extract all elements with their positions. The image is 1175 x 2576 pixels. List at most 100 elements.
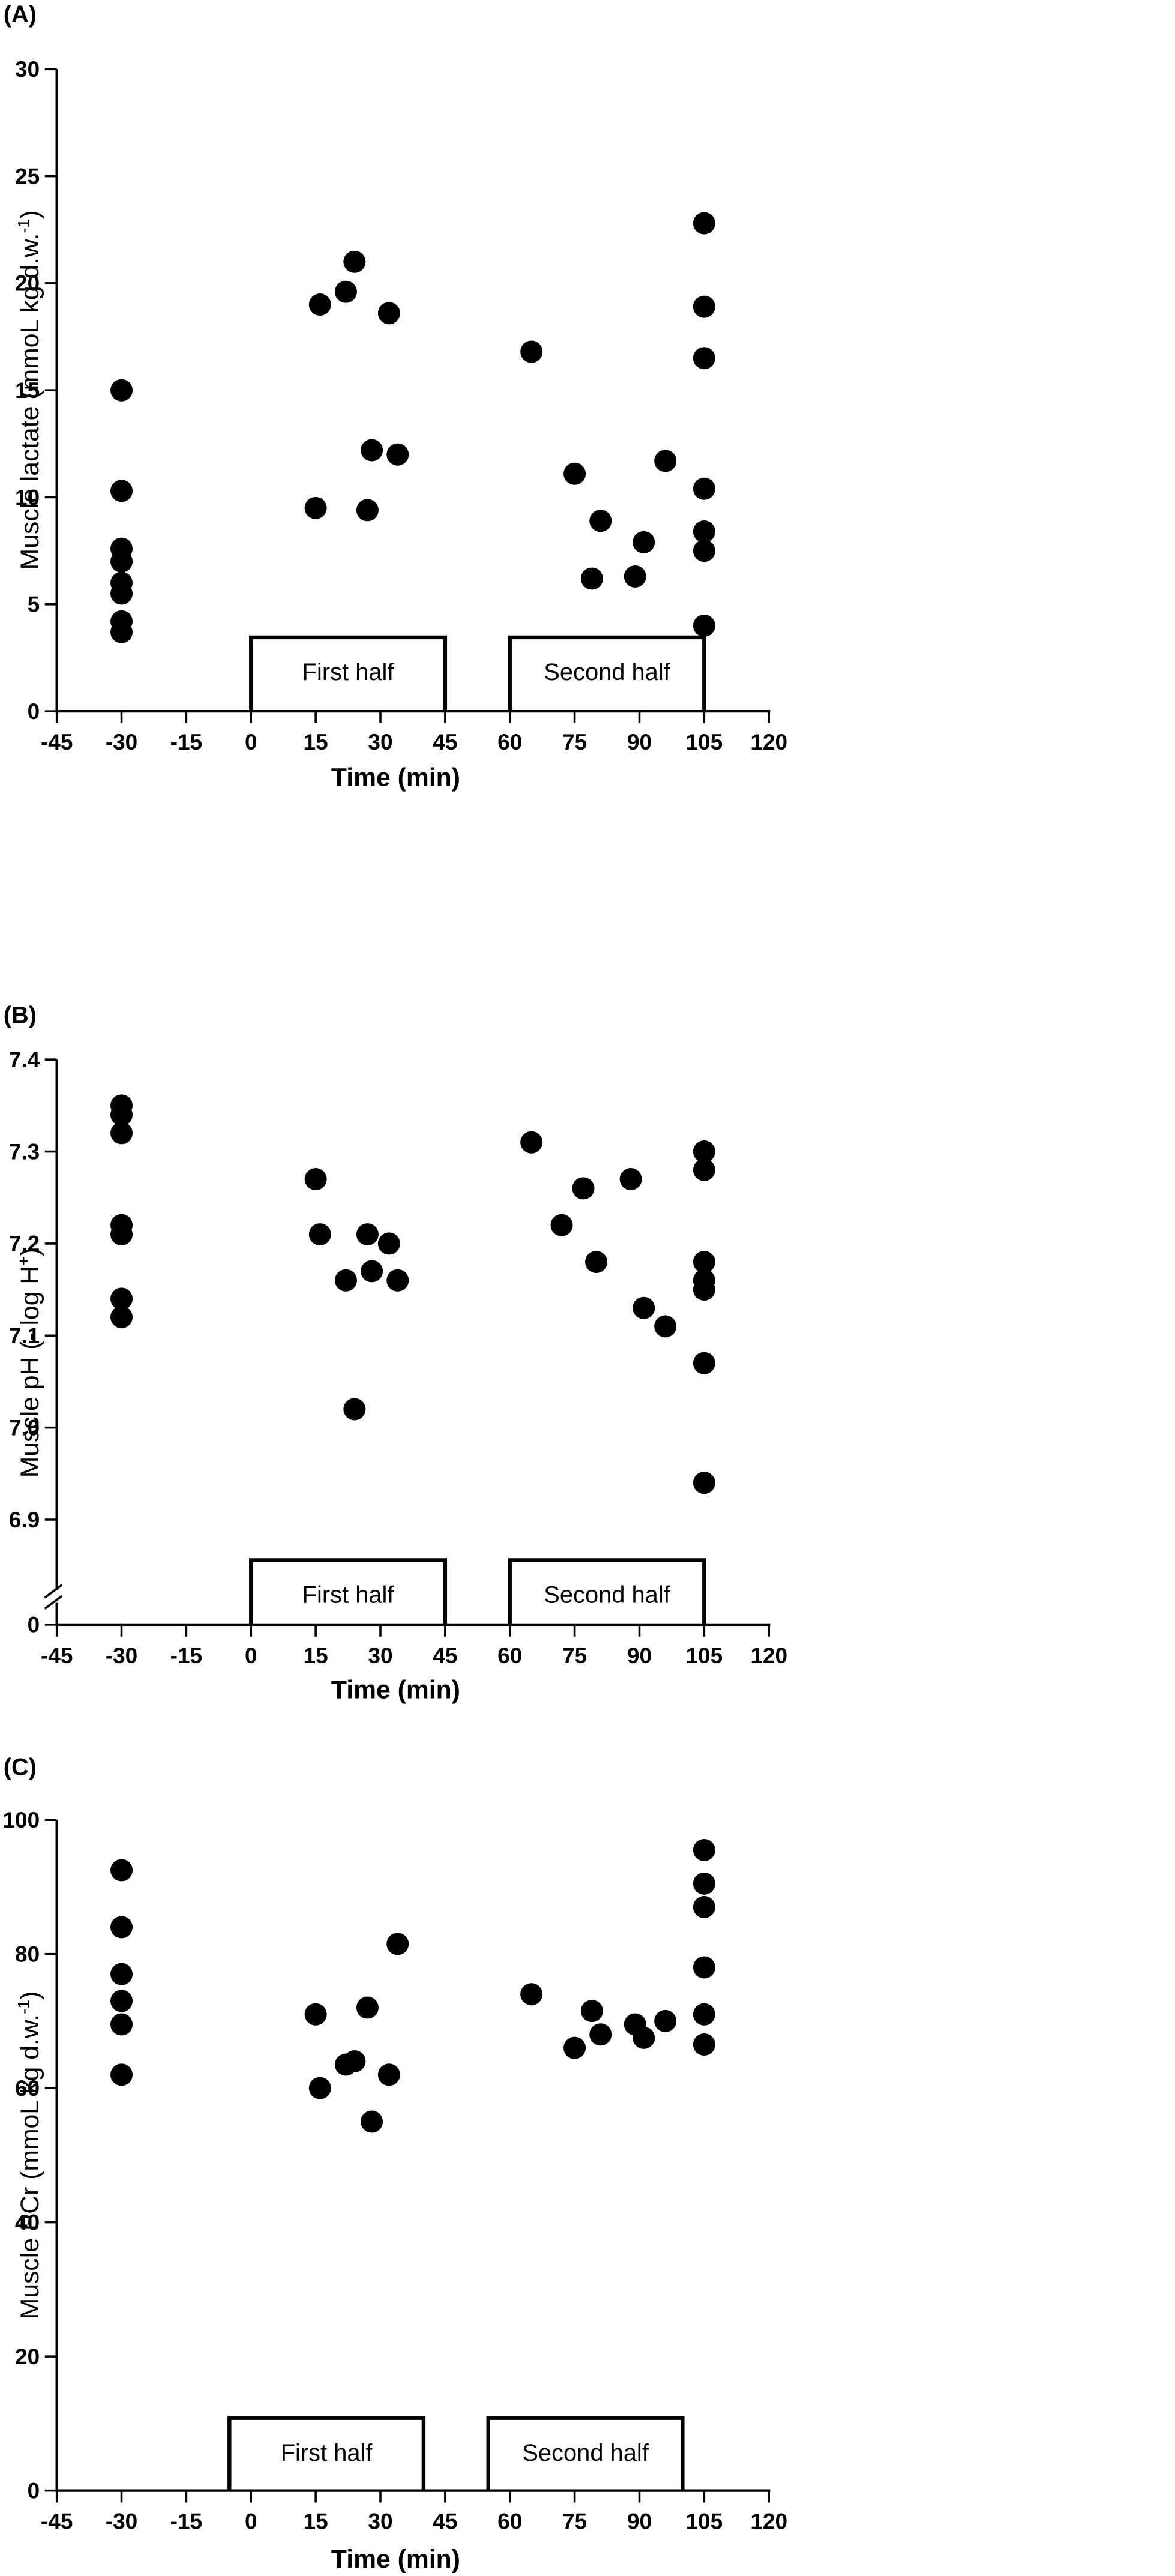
data-point: [654, 2009, 677, 2032]
y-tick-label: 60: [15, 2075, 40, 2101]
data-point: [356, 499, 379, 522]
x-tick-label: 45: [433, 2509, 457, 2534]
data-point: [343, 2050, 366, 2072]
data-point: [110, 1963, 133, 1985]
data-point: [110, 2013, 133, 2036]
data-point: [361, 439, 383, 462]
x-tick-label: 45: [433, 1643, 457, 1668]
y-tick-label: 30: [15, 56, 40, 82]
y-axis-title-close: ): [16, 1991, 44, 2000]
period-label: First half: [302, 659, 395, 685]
axis-break-gap: [52, 1590, 62, 1603]
data-point: [693, 477, 715, 500]
data-point: [110, 621, 133, 643]
data-point: [520, 1983, 543, 2006]
panel-2: (B) -45 -30 -15 0 15 30 45 60 75 90 105 120 7.4 7.3 7.2…: [4, 1002, 787, 1705]
x-tick-label: 120: [750, 1643, 787, 1668]
y-tick-label: 20: [15, 2344, 40, 2369]
data-point: [693, 540, 715, 562]
x-tick-label: 60: [497, 2509, 522, 2534]
x-tick-label: 120: [750, 2509, 787, 2534]
data-point: [334, 1269, 357, 1292]
data-point: [693, 1872, 715, 1895]
data-point: [110, 1287, 133, 1310]
data-point: [377, 302, 400, 325]
data-point: [308, 2077, 331, 2099]
panel-label: (C): [4, 1754, 37, 1780]
x-tick-label: 75: [562, 2509, 587, 2534]
data-point: [693, 1472, 715, 1494]
data-point: [693, 1352, 715, 1374]
data-point: [693, 2033, 715, 2056]
data-point: [304, 496, 327, 519]
y-axis-title-superscript: -1: [14, 2000, 32, 2014]
x-tick-label: 90: [627, 1643, 652, 1668]
data-point: [377, 2063, 400, 2086]
x-axis-title: Time (min): [331, 1675, 460, 1704]
period-label: Second half: [522, 2440, 649, 2466]
data-point: [693, 295, 715, 318]
panel-label: (A): [4, 1, 37, 28]
y-tick-label: 7.0: [9, 1415, 40, 1440]
y-tick-label: 5: [28, 592, 40, 617]
data-point: [589, 2023, 612, 2046]
x-tick-label: -15: [170, 1643, 202, 1668]
x-tick-label: 105: [685, 729, 723, 754]
panel-3: (C) -45 -30 -15 0 15 30 45 60 75 90 105 120 0 20 40 60 80…: [2, 1754, 787, 2573]
data-point: [343, 250, 366, 273]
x-tick-label: -15: [170, 2509, 202, 2534]
y-tick-label: 40: [15, 2209, 40, 2234]
y-tick-label: 7.1: [9, 1323, 40, 1348]
period-box-1: [227, 2416, 426, 2491]
data-point: [693, 520, 715, 543]
data-point: [361, 2110, 383, 2133]
x-tick-label: 30: [368, 1643, 392, 1668]
period-label: First half: [281, 2440, 373, 2466]
y-tick-label: 25: [15, 163, 40, 188]
y-tick-label: 10: [15, 484, 40, 510]
data-point: [110, 1103, 133, 1126]
panel-1: (A) -45 -30 -15 0 15 30 45 60 75 90 105 120 0 5 10 15 20 2…: [4, 1, 787, 792]
y-tick-label: 6.9: [9, 1507, 40, 1532]
axis-break-mark: [44, 1584, 63, 1599]
data-point: [377, 1232, 400, 1255]
data-point: [110, 1306, 133, 1329]
data-point: [520, 1131, 543, 1154]
period-box-1: [249, 1558, 448, 1625]
y-tick-label: 20: [15, 271, 40, 296]
x-tick-label: 90: [627, 2509, 652, 2534]
x-tick-label: 30: [368, 729, 392, 754]
x-tick-label: 45: [433, 729, 457, 754]
data-point: [550, 1214, 573, 1236]
data-point: [110, 550, 133, 573]
period-label: First half: [302, 1582, 395, 1608]
data-point: [580, 567, 603, 590]
data-point: [308, 1223, 331, 1246]
y-axis-title: Muscle pH (- log H+): [14, 1248, 44, 1478]
period-box-1: [249, 635, 448, 712]
data-point: [624, 565, 646, 588]
data-point: [693, 1251, 715, 1274]
data-point: [356, 1223, 379, 1246]
y-axis-title: Muscle PCr (mmoL kg d.w.-1): [14, 1991, 44, 2320]
x-tick-label: 90: [627, 729, 652, 754]
x-tick-label: 120: [750, 729, 787, 754]
data-point: [585, 1251, 608, 1274]
period-label: Second half: [544, 659, 670, 685]
data-point: [633, 2026, 655, 2049]
data-point: [693, 2003, 715, 2026]
data-point: [693, 1140, 715, 1163]
data-point: [334, 280, 357, 303]
x-tick-label: -45: [41, 2509, 73, 2534]
data-point: [110, 379, 133, 402]
period-box-2: [508, 635, 706, 712]
x-tick-label: 75: [562, 1643, 587, 1668]
data-point: [619, 1168, 642, 1191]
data-point: [654, 1315, 677, 1338]
x-axis-title: Time (min): [331, 763, 460, 792]
y-tick-label: 80: [15, 1941, 40, 1966]
x-tick-label: 105: [685, 1643, 723, 1668]
data-point: [520, 340, 543, 363]
x-tick-label: 0: [245, 729, 257, 754]
